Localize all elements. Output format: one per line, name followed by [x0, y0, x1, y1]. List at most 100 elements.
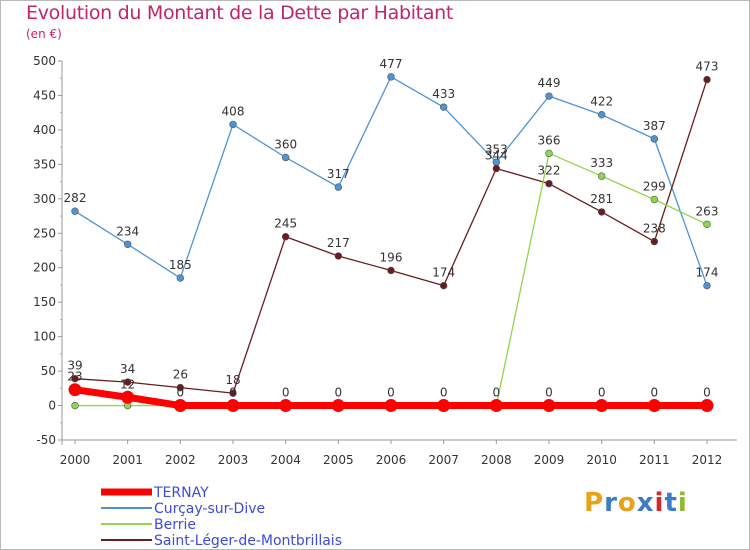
data-point — [384, 399, 398, 413]
data-point — [334, 252, 343, 260]
data-point — [281, 153, 290, 162]
data-label: 322 — [538, 164, 561, 178]
data-point — [123, 378, 132, 386]
data-label: 0 — [387, 386, 395, 400]
data-point — [176, 274, 185, 282]
data-label: 387 — [643, 119, 666, 133]
chart-title: Evolution du Montant de la Dette par Hab… — [26, 2, 454, 24]
y-tick-label: 0 — [48, 399, 56, 413]
legend: TERNAYCurçay-sur-DiveBerrieSaint-Léger-d… — [101, 485, 342, 549]
x-tick-label: 2012 — [692, 453, 723, 467]
x-tick-label: 2005 — [323, 453, 354, 467]
data-label: 477 — [380, 57, 403, 71]
x-tick-label: 2009 — [534, 453, 565, 467]
data-point — [176, 383, 185, 392]
data-label: 245 — [274, 217, 297, 231]
data-label: 449 — [538, 76, 561, 90]
data-point — [121, 390, 135, 404]
data-point — [68, 383, 82, 397]
data-label: 366 — [538, 133, 561, 147]
data-label: 422 — [590, 95, 613, 109]
logo-letter: i — [654, 488, 665, 518]
data-point — [492, 164, 501, 173]
data-label: 217 — [327, 236, 350, 250]
data-label: 185 — [169, 258, 192, 272]
data-point — [597, 111, 606, 119]
data-label: 0 — [440, 386, 448, 400]
data-point — [650, 195, 659, 204]
data-label: 282 — [64, 191, 87, 205]
data-point — [545, 92, 553, 100]
y-tick-label: -50 — [36, 433, 56, 447]
x-tick-label: 2011 — [639, 453, 670, 467]
data-point — [595, 399, 609, 413]
data-label: 174 — [432, 266, 455, 280]
data-point — [437, 399, 451, 413]
x-tick-label: 2000 — [60, 453, 91, 467]
data-point — [334, 183, 343, 191]
data-point — [123, 240, 132, 248]
x-tick-label: 2004 — [270, 453, 301, 467]
y-tick-label: 350 — [33, 157, 56, 171]
legend-label: TERNAY — [153, 485, 209, 501]
data-point — [387, 73, 395, 81]
data-point — [229, 120, 237, 129]
legend-label: Berrie — [154, 517, 196, 533]
data-label: 18 — [225, 373, 240, 387]
data-point — [71, 374, 79, 383]
logo-letter: P — [584, 488, 605, 518]
data-label: 234 — [116, 224, 139, 238]
x-tick-label: 2001 — [112, 453, 143, 467]
y-tick-label: 50 — [41, 364, 56, 378]
data-label: 0 — [598, 386, 606, 400]
data-point — [173, 399, 187, 413]
data-label: 0 — [177, 386, 185, 400]
data-point — [542, 399, 556, 413]
legend-label: Curçay-sur-Dive — [154, 501, 265, 517]
data-label: 281 — [590, 192, 613, 206]
data-point — [650, 135, 659, 143]
y-tick-label: 100 — [33, 330, 56, 344]
data-label: 0 — [282, 386, 290, 400]
data-point — [281, 233, 290, 241]
data-label: 0 — [493, 386, 501, 400]
data-point — [703, 75, 711, 84]
data-label: 408 — [222, 104, 245, 118]
data-label: 263 — [696, 204, 719, 218]
logo-letter: i — [677, 488, 688, 518]
logo-letter: o — [617, 488, 637, 518]
series-line-3 — [74, 78, 708, 394]
data-label: 353 — [485, 142, 508, 156]
data-label: 0 — [229, 386, 237, 400]
data-point — [439, 281, 448, 290]
data-label: 12 — [120, 377, 135, 391]
data-point — [650, 237, 659, 246]
y-tick-label: 500 — [33, 54, 56, 68]
data-label: 23 — [67, 370, 82, 384]
data-point — [331, 399, 345, 413]
data-label: 344 — [485, 148, 508, 162]
data-label: 360 — [274, 137, 297, 151]
data-point — [703, 220, 711, 229]
data-point — [439, 103, 448, 111]
data-point — [703, 281, 711, 290]
data-label: 0 — [703, 386, 711, 400]
data-point — [387, 266, 395, 275]
data-label: 39 — [67, 359, 82, 373]
data-label: 0 — [335, 386, 343, 400]
logo-letter: r — [604, 488, 618, 518]
data-labels: 282 234 185 408 360 317 477 433 353 449 422 387 174 3… — [64, 57, 719, 400]
y-tick-label: 250 — [33, 226, 56, 240]
legend-label: Saint-Léger-de-Montbrillais — [154, 533, 342, 549]
logo-letter: x — [636, 488, 655, 518]
data-label: 333 — [590, 156, 613, 170]
data-point — [597, 172, 606, 180]
chart-unit-label: (en €) — [26, 27, 62, 41]
x-tick-label: 2006 — [376, 453, 407, 467]
data-point — [226, 399, 240, 413]
x-tick-label: 2002 — [165, 453, 196, 467]
logo-letter: t — [664, 488, 678, 518]
y-tick-label: 300 — [33, 192, 56, 206]
